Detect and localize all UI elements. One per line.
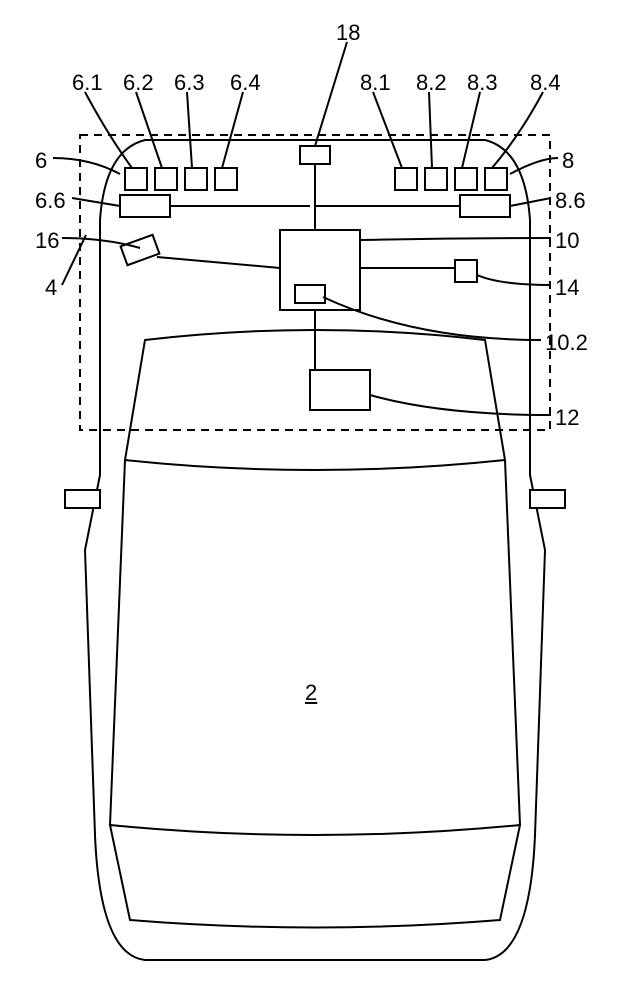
label-n10_2: 10.2 [545, 330, 588, 356]
label-n2: 2 [305, 680, 317, 706]
label-n8_2: 8.2 [416, 70, 447, 96]
label-n8_6: 8.6 [555, 188, 586, 214]
label-n6_1: 6.1 [72, 70, 103, 96]
label-n6_4: 6.4 [230, 70, 261, 96]
label-n4: 4 [45, 275, 57, 301]
label-n6_3: 6.3 [174, 70, 205, 96]
label-n16: 16 [35, 228, 59, 254]
diagram-svg [0, 0, 633, 1000]
label-n10: 10 [555, 228, 579, 254]
label-n8_4: 8.4 [530, 70, 561, 96]
label-n8: 8 [562, 148, 574, 174]
label-n18: 18 [336, 20, 360, 46]
label-n6: 6 [35, 148, 47, 174]
label-n12: 12 [555, 405, 579, 431]
label-n8_3: 8.3 [467, 70, 498, 96]
label-n14: 14 [555, 275, 579, 301]
diagram-canvas: 18 6.1 6.2 6.3 6.4 8.1 8.2 8.3 8.4 6 8 6.6 8.6 16 10 4 1… [0, 0, 633, 1000]
label-n6_6: 6.6 [35, 188, 66, 214]
label-n6_2: 6.2 [123, 70, 154, 96]
label-n8_1: 8.1 [360, 70, 391, 96]
